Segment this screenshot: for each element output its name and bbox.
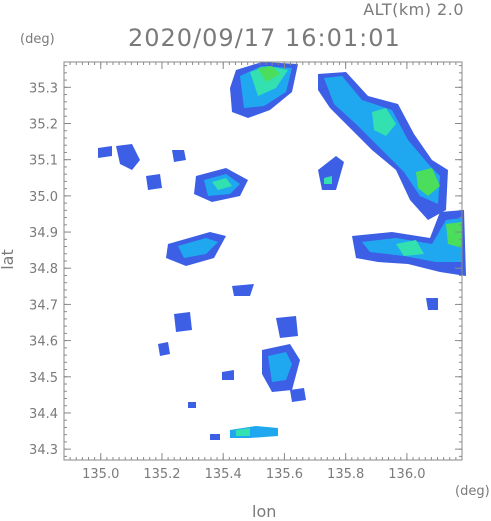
radar-echo: [446, 222, 462, 248]
y-tick-label: 34.7: [29, 298, 58, 313]
y-tick-layer: 35.3 35.2 35.1 35.0 34.9 34.8 34.7 34.6 34.5 34.4…: [29, 81, 462, 458]
y-tick-label: 34.9: [29, 226, 58, 241]
x-unit-label: (deg): [455, 484, 490, 499]
y-tick-label: 35.3: [29, 81, 58, 96]
x-tick-label: 135.4: [205, 467, 242, 482]
x-tick-label: 135.0: [82, 467, 119, 482]
radar-echo: [188, 402, 196, 408]
x-tick-label: 135.2: [143, 467, 180, 482]
radar-echo: [290, 388, 306, 402]
radar-echo: [318, 156, 344, 190]
y-tick-label: 34.6: [29, 335, 58, 350]
radar-echo: [116, 144, 140, 170]
radar-echo: [416, 168, 440, 196]
radar-echo: [324, 76, 440, 204]
radar-echo: [146, 174, 162, 190]
radar-echo: [158, 342, 170, 356]
y-tick-label: 35.2: [29, 118, 58, 133]
x-tick-label: 135.6: [266, 467, 303, 482]
y-tick-label: 34.3: [29, 443, 58, 458]
radar-echo: [98, 146, 112, 158]
radar-echo: [178, 238, 218, 258]
radar-echo: [396, 240, 424, 256]
y-tick-label: 34.8: [29, 262, 58, 277]
radar-echo: [174, 312, 192, 332]
radar-echo: [324, 176, 332, 184]
radar-echo: [232, 284, 254, 296]
radar-echo: [172, 150, 186, 162]
timestamp-title: 2020/09/17 16:01:01: [128, 24, 401, 52]
radar-echo: [258, 66, 280, 82]
radar-echo: [210, 434, 220, 440]
x-tick-label: 135.8: [327, 467, 364, 482]
y-tick-label: 34.5: [29, 371, 58, 386]
radar-echo: [426, 298, 438, 310]
y-tick-label: 35.0: [29, 190, 58, 205]
radar-echo: [212, 178, 232, 190]
radar-echo: [268, 352, 292, 382]
y-tick-label: 34.4: [29, 407, 58, 422]
radar-echo: [236, 428, 250, 436]
y-tick-label: 35.1: [29, 154, 58, 169]
x-tick-layer: 135.0 135.2 135.4 135.6 135.8 136.0: [82, 62, 426, 482]
x-tick-label: 136.0: [388, 467, 425, 482]
radar-echo: [276, 316, 298, 338]
altitude-label: ALT(km) 2.0: [363, 0, 464, 19]
x-axis-label: lon: [252, 502, 277, 521]
radar-echo-layer: [98, 62, 466, 440]
radar-echo: [372, 108, 396, 136]
radar-echo: [362, 218, 462, 262]
radar-echo: [222, 370, 234, 380]
y-unit-label: (deg): [20, 32, 55, 47]
